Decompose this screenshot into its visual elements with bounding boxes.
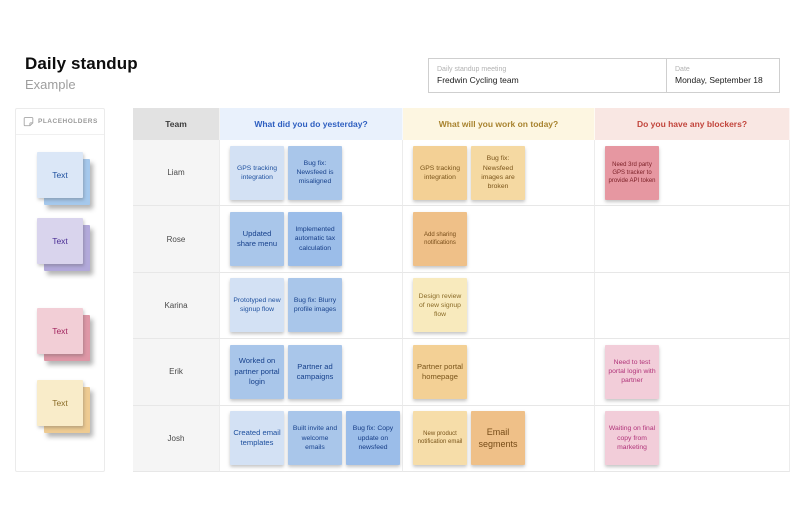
placeholder-note-purple[interactable]: Text — [37, 218, 90, 271]
board-cell-today: Add sharing notifications — [403, 206, 595, 273]
sticky-note[interactable]: Need to test portal login with partner — [605, 344, 659, 399]
page-title: Daily standup — [25, 54, 138, 73]
placeholder-note-label[interactable]: Text — [37, 380, 83, 426]
sticky-note[interactable]: Waiting on final copy from marketing — [605, 411, 659, 466]
board-cell-blockers — [595, 272, 790, 340]
sticky-note[interactable]: Design review of new signup flow — [413, 278, 467, 333]
board-cell-today: New product notification email Email seg… — [403, 405, 595, 472]
column-header-today: What will you work on today? — [403, 108, 595, 140]
placeholders-header: PLACEHOLDERS — [16, 109, 104, 135]
board-cell-blockers: Need 3rd party GPS tracker to provide AP… — [595, 140, 790, 207]
sticky-note[interactable]: GPS tracking integration — [413, 145, 467, 200]
sticky-note[interactable]: Email segments — [471, 411, 525, 466]
sticky-note[interactable]: Bug fix: Newsfeed images are broken — [471, 145, 525, 200]
board-cell-yesterday: Worked on partner portal login Partner a… — [220, 339, 403, 406]
sticky-note[interactable]: Bug fix: Copy update on newsfeed — [346, 411, 400, 466]
team-member-name[interactable]: Erik — [133, 339, 220, 406]
column-header-blockers: Do you have any blockers? — [595, 108, 790, 140]
meeting-info-form: Daily standup meeting Fredwin Cycling te… — [428, 58, 780, 93]
placeholder-note-label[interactable]: Text — [37, 152, 83, 198]
board-cell-yesterday: Created email templates Built invite and… — [220, 405, 403, 472]
sticky-note[interactable]: Created email templates — [230, 411, 284, 466]
board-cell-yesterday: Updated share menu Implemented automatic… — [220, 206, 403, 273]
board-cell-today: Design review of new signup flow — [403, 272, 595, 340]
board-cell-blockers: Need to test portal login with partner — [595, 339, 790, 406]
board-cell-blockers — [595, 206, 790, 273]
team-member-name[interactable]: Rose — [133, 206, 220, 273]
sticky-note[interactable]: Add sharing notifications — [413, 212, 467, 267]
column-header-yesterday: What did you do yesterday? — [220, 108, 403, 140]
column-header-team: Team — [133, 108, 220, 140]
sticky-note[interactable]: Updated share menu — [230, 212, 284, 267]
placeholder-note-yellow[interactable]: Text — [37, 380, 90, 433]
team-member-name[interactable]: Karina — [133, 272, 220, 340]
sticky-note[interactable]: New product notification email — [413, 411, 467, 466]
board-cell-today: GPS tracking integration Bug fix: Newsfe… — [403, 140, 595, 207]
sticky-note-icon — [23, 117, 34, 127]
sticky-note[interactable]: Partner portal homepage — [413, 344, 467, 399]
sticky-note[interactable]: Bug fix: Newsfeed is misaligned — [288, 145, 342, 200]
placeholder-note-blue[interactable]: Text — [37, 152, 90, 205]
sticky-note[interactable]: Built invite and welcome emails — [288, 411, 342, 466]
sticky-note[interactable]: Need 3rd party GPS tracker to provide AP… — [605, 145, 659, 200]
placeholders-list: Text Text Text Text — [16, 135, 104, 433]
meeting-date-label: Date — [675, 66, 690, 73]
sticky-note[interactable]: Prototyped new signup flow — [230, 278, 284, 333]
team-member-name[interactable]: Josh — [133, 405, 220, 472]
placeholder-note-pink[interactable]: Text — [37, 308, 90, 361]
sticky-note[interactable]: Bug fix: Blurry profile images — [288, 278, 342, 333]
board-cell-yesterday: GPS tracking integration Bug fix: Newsfe… — [220, 140, 403, 207]
meeting-name-value[interactable]: Fredwin Cycling team — [437, 75, 519, 85]
sticky-note[interactable]: Worked on partner portal login — [230, 344, 284, 399]
board-cell-blockers: Waiting on final copy from marketing — [595, 405, 790, 472]
standup-board: Team What did you do yesterday? What wil… — [133, 108, 790, 472]
placeholders-panel: PLACEHOLDERS Text Text Text Text — [15, 108, 105, 472]
sticky-note[interactable]: GPS tracking integration — [230, 145, 284, 200]
title-block: Daily standup Example — [25, 54, 138, 92]
page-subtitle: Example — [25, 77, 76, 92]
placeholders-label: PLACEHOLDERS — [38, 118, 98, 125]
placeholder-note-label[interactable]: Text — [37, 308, 83, 354]
sticky-note[interactable]: Implemented automatic tax calculation — [288, 212, 342, 267]
board-cell-yesterday: Prototyped new signup flow Bug fix: Blur… — [220, 272, 403, 340]
sticky-note[interactable]: Partner ad campaigns — [288, 344, 342, 399]
team-member-name[interactable]: Liam — [133, 140, 220, 207]
placeholder-note-label[interactable]: Text — [37, 218, 83, 264]
meeting-date-field[interactable]: Date Monday, September 18 — [666, 59, 779, 92]
board-cell-today: Partner portal homepage — [403, 339, 595, 406]
meeting-name-field[interactable]: Daily standup meeting Fredwin Cycling te… — [429, 59, 666, 92]
meeting-name-label: Daily standup meeting — [437, 66, 507, 73]
meeting-date-value[interactable]: Monday, September 18 — [675, 75, 763, 85]
